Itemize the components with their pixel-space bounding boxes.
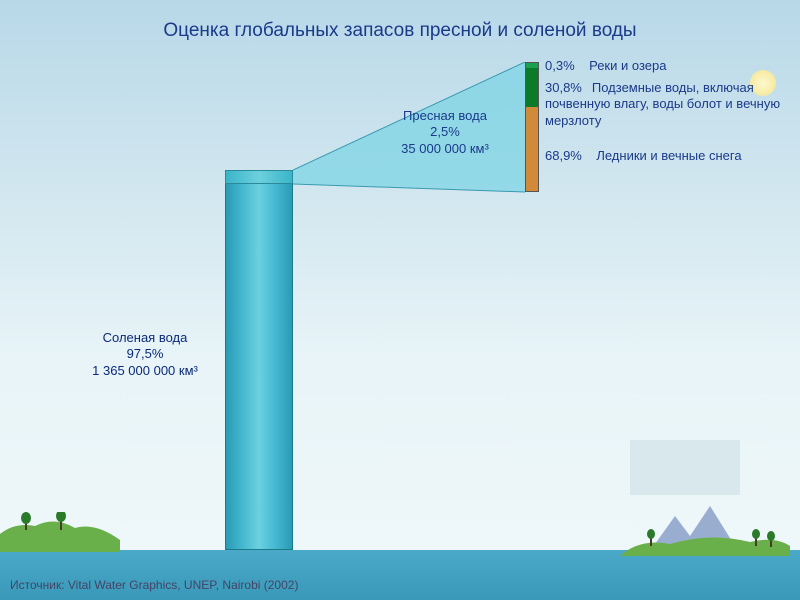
salt-water-body — [225, 184, 293, 550]
breakdown-row-1: 30,8% Подземные воды, включая почвенную … — [545, 80, 785, 129]
fresh-label-text: Пресная вода — [375, 108, 515, 124]
breakdown-row-0: 0,3% Реки и озера — [545, 58, 666, 74]
breakdown-label-2: Ледники и вечные снега — [596, 148, 741, 163]
fresh-volume: 35 000 000 км³ — [375, 141, 515, 157]
salt-label-text: Соленая вода — [70, 330, 220, 346]
breakdown-label-0: Реки и озера — [589, 58, 666, 73]
freshwater-breakdown-bar — [525, 62, 539, 192]
fresh-water-label: Пресная вода 2,5% 35 000 000 км³ — [375, 108, 515, 157]
source-citation: Источник: Vital Water Graphics, UNEP, Na… — [10, 578, 298, 592]
salt-water-label: Соленая вода 97,5% 1 365 000 000 км³ — [70, 330, 220, 379]
salt-percent: 97,5% — [70, 346, 220, 362]
breakdown-pct-0: 0,3% — [545, 58, 575, 73]
salt-water-column — [225, 170, 293, 550]
chart-title: Оценка глобальных запасов пресной и соле… — [163, 20, 636, 42]
salt-volume: 1 365 000 000 км³ — [70, 363, 220, 379]
right-island — [620, 496, 790, 556]
breakdown-segment-1 — [526, 68, 538, 106]
breakdown-pct-1: 30,8% — [545, 80, 582, 96]
breakdown-pct-2: 68,9% — [545, 148, 582, 163]
breakdown-row-2: 68,9% Ледники и вечные снега — [545, 148, 742, 164]
fresh-percent: 2,5% — [375, 124, 515, 140]
fresh-water-cap — [225, 170, 293, 184]
blank-overlay — [630, 440, 740, 495]
infographic-canvas: Оценка глобальных запасов пресной и соле… — [0, 0, 800, 600]
water-ground — [0, 550, 800, 600]
left-island — [0, 512, 120, 552]
breakdown-segment-2 — [526, 107, 538, 191]
